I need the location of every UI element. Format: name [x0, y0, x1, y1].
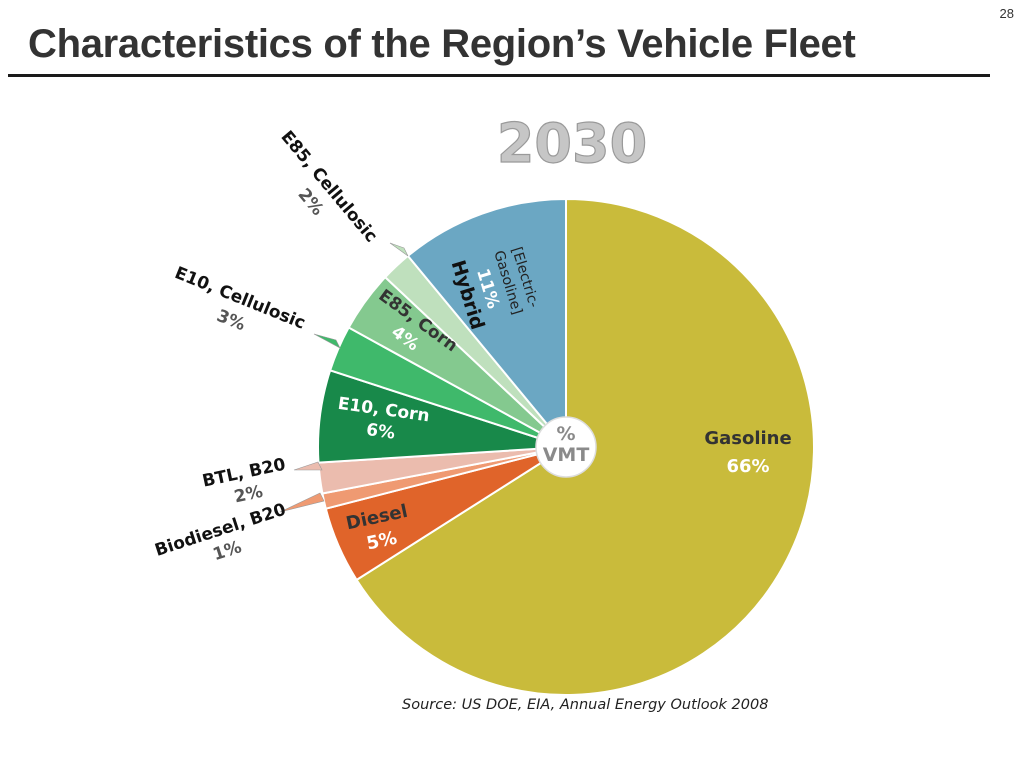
title-rule: [8, 74, 990, 77]
leader-btl-b20: [293, 461, 323, 471]
center-disc: [535, 416, 597, 478]
slice-value-label: 2%: [232, 482, 264, 508]
slide-number: 28: [999, 6, 1014, 21]
slice-name-label: E85, Cellulosic: [277, 127, 382, 246]
center-label-vmt: VMT: [543, 444, 590, 466]
slice-label-gasoline: Gasoline 66%: [704, 428, 791, 477]
slice-value-label: 66%: [726, 456, 769, 477]
slice-value-label: 6%: [365, 420, 396, 444]
source-note: Source: US DOE, EIA, Annual Energy Outlo…: [402, 697, 769, 713]
leader-e85-cellulosic: [389, 242, 409, 257]
chart-title: 2030: [497, 112, 647, 175]
center-label-percent: %: [556, 423, 575, 445]
leader-biodiesel-b20: [279, 492, 325, 513]
slice-name-label: Gasoline: [704, 428, 791, 449]
leader-e10-cellulosic: [313, 333, 341, 349]
pie-slice-hybrid: [406, 197, 567, 450]
slide-title: Characteristics of the Region’s Vehicle …: [28, 22, 856, 66]
